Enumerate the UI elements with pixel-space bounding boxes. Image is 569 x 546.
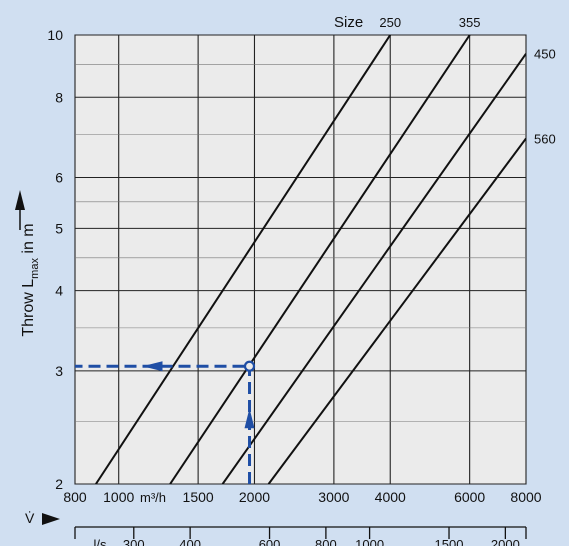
x-axis-symbol: V̇ [25, 510, 35, 526]
series-line-355 [169, 35, 471, 484]
series-labels: 250 355 450 560 [379, 15, 555, 147]
secondary-axis: 300 400 600 800 1000 1500 2000 l/s [74, 526, 527, 546]
y-tick-label: 3 [55, 363, 63, 379]
y-tick-label: 5 [55, 220, 63, 236]
secondary-axis-tick-label: 400 [179, 537, 201, 546]
x-tick-label: 4000 [375, 489, 406, 505]
x-tick-labels: 800 1000 1500 2000 3000 4000 6000 8000 m³/h [63, 489, 541, 505]
secondary-axis-tick-label: 800 [315, 537, 337, 546]
x-tick-label: 1500 [183, 489, 214, 505]
y-tick-label: 2 [55, 476, 63, 492]
x-tick-label: 2000 [239, 489, 270, 505]
series-label-250: 250 [379, 15, 401, 30]
x-tick-label: 1000 [103, 489, 134, 505]
secondary-axis-tick-label: 300 [123, 537, 145, 546]
x-tick-label: 8000 [510, 489, 541, 505]
series-label-450: 450 [534, 47, 556, 62]
y-axis-label-tail: in m [20, 223, 37, 258]
example-left-arrow [142, 361, 163, 372]
secondary-axis-unit: l/s [94, 537, 108, 546]
example-up-arrow [244, 408, 255, 429]
y-tick-labels: 2 3 4 5 6 8 10 [47, 27, 63, 492]
x-tick-label: 6000 [454, 489, 485, 505]
example-reading [75, 360, 256, 484]
x-tick-label: 3000 [318, 489, 349, 505]
y-tick-label: 8 [55, 89, 63, 105]
y-tick-label: 4 [55, 283, 63, 299]
y-tick-label: 10 [47, 27, 63, 43]
secondary-axis-tick-label: 1000 [355, 537, 384, 546]
series-line-250 [95, 35, 392, 484]
y-axis-label-main: Throw L [20, 279, 37, 337]
y-tick-label: 6 [55, 170, 63, 186]
series-lines [95, 35, 526, 484]
y-axis-label-sub: max [29, 258, 41, 279]
x-axis-unit: m³/h [140, 490, 166, 505]
plot-area [74, 34, 527, 485]
x-tick-label: 800 [63, 489, 87, 505]
series-line-450 [221, 53, 526, 484]
secondary-axis-tick-label: 1500 [435, 537, 464, 546]
y-axis-label: Throw Lmax in m [20, 223, 41, 336]
x-axis-arrow [42, 513, 60, 525]
series-line-560 [267, 137, 526, 484]
size-title: Size [334, 14, 363, 31]
series-label-560: 560 [534, 132, 556, 147]
series-label-355: 355 [459, 15, 481, 30]
secondary-axis-tick-label: 600 [259, 537, 281, 546]
example-point [243, 360, 256, 372]
y-axis-arrow [15, 190, 25, 230]
svg-text:Throw Lmax in m: Throw Lmax in m [20, 223, 41, 336]
secondary-axis-tick-label: 2000 [491, 537, 520, 546]
